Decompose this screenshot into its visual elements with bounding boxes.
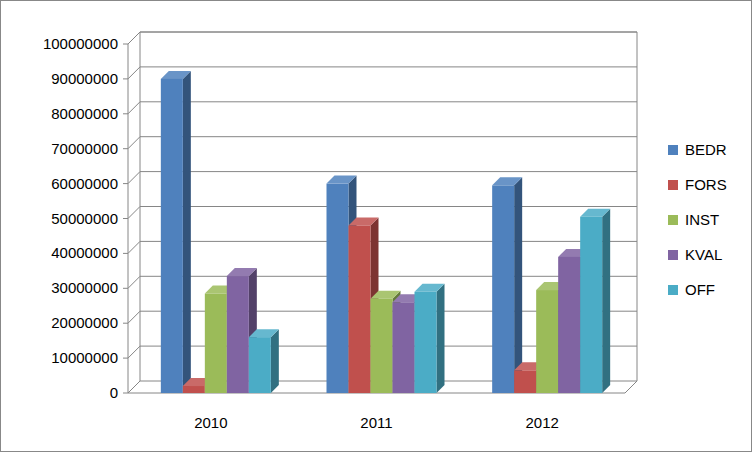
- grid-line: [128, 102, 637, 114]
- tick-label: 20000000: [51, 314, 118, 331]
- bar: [492, 177, 522, 393]
- bar: [415, 284, 445, 393]
- grid-line: [128, 67, 637, 79]
- tick-label: 50000000: [51, 210, 118, 227]
- bar-front: [183, 386, 205, 393]
- tick-mark: [123, 253, 128, 254]
- bar-front: [514, 370, 536, 393]
- bar-top: [327, 176, 357, 184]
- bar-side: [437, 284, 445, 393]
- bar-front: [161, 79, 183, 393]
- wall-outline: [128, 32, 637, 393]
- tick-label: 100000000: [43, 35, 118, 52]
- grid-line: [128, 172, 637, 184]
- grid-line: [128, 207, 637, 219]
- legend-swatch: [668, 285, 678, 295]
- y-axis: [128, 44, 129, 393]
- bar-front: [327, 184, 349, 393]
- legend-label: KVAL: [685, 246, 722, 263]
- chart-border: [1, 1, 752, 452]
- tick-mark: [123, 78, 128, 79]
- grid-line: [128, 137, 637, 149]
- chart: 0 10000000 20000000 30000000 40000000 5000000…: [0, 0, 752, 452]
- tick-label: 90000000: [51, 70, 118, 87]
- bar-top: [415, 284, 445, 292]
- bar-top: [580, 209, 610, 217]
- tick-label: 80000000: [51, 105, 118, 122]
- legend-swatch: [668, 145, 678, 155]
- legend-label: BEDR: [685, 141, 727, 158]
- tick-label: 10000000: [51, 349, 118, 366]
- bar-front: [558, 257, 580, 393]
- tick-mark: [123, 358, 128, 359]
- bar-top: [492, 177, 522, 185]
- grid-line: [128, 241, 637, 253]
- bar-front: [371, 299, 393, 393]
- tick-mark: [123, 218, 128, 219]
- tick-mark: [123, 113, 128, 114]
- bars: [161, 71, 610, 393]
- bar-front: [415, 292, 437, 393]
- bar-side: [271, 329, 279, 393]
- tick-mark: [123, 393, 128, 394]
- bar-front: [492, 185, 514, 393]
- bar-top: [161, 71, 191, 79]
- bar-front: [227, 276, 249, 393]
- bar-front: [249, 337, 271, 393]
- legend-swatch: [668, 180, 678, 190]
- tick-label: 70000000: [51, 140, 118, 157]
- category-label: 2011: [360, 414, 392, 431]
- bar-top: [249, 329, 279, 337]
- tick-mark: [123, 183, 128, 184]
- legend-swatch: [668, 250, 678, 260]
- tick-mark: [123, 288, 128, 289]
- tick-label: 0: [110, 384, 118, 401]
- bar: [249, 329, 279, 393]
- bar-top: [227, 268, 257, 276]
- bar-front: [536, 290, 558, 393]
- legend-swatch: [668, 215, 678, 225]
- category-label: 2010: [194, 414, 227, 431]
- legend-label: FORS: [685, 176, 727, 193]
- bar-side: [183, 71, 191, 393]
- bar-front: [393, 302, 415, 393]
- bar-top: [349, 217, 379, 225]
- bar-top: [371, 291, 401, 299]
- bar-front: [349, 225, 371, 393]
- bar: [161, 71, 191, 393]
- bar-front: [580, 217, 602, 393]
- grid-line: [128, 32, 637, 44]
- tick-label: 30000000: [51, 279, 118, 296]
- bar-side: [602, 209, 610, 393]
- tick-label: 60000000: [51, 175, 118, 192]
- tick-mark: [123, 44, 128, 45]
- bar-side: [514, 177, 522, 393]
- legend-label: OFF: [685, 281, 715, 298]
- tick-mark: [123, 323, 128, 324]
- legend: BEDR FORS INST KVAL OFF: [668, 141, 727, 298]
- category-label: 2012: [525, 414, 558, 431]
- bar: [580, 209, 610, 393]
- bar-front: [205, 294, 227, 393]
- tick-label: 40000000: [51, 244, 118, 261]
- tick-mark: [123, 148, 128, 149]
- legend-label: INST: [685, 211, 719, 228]
